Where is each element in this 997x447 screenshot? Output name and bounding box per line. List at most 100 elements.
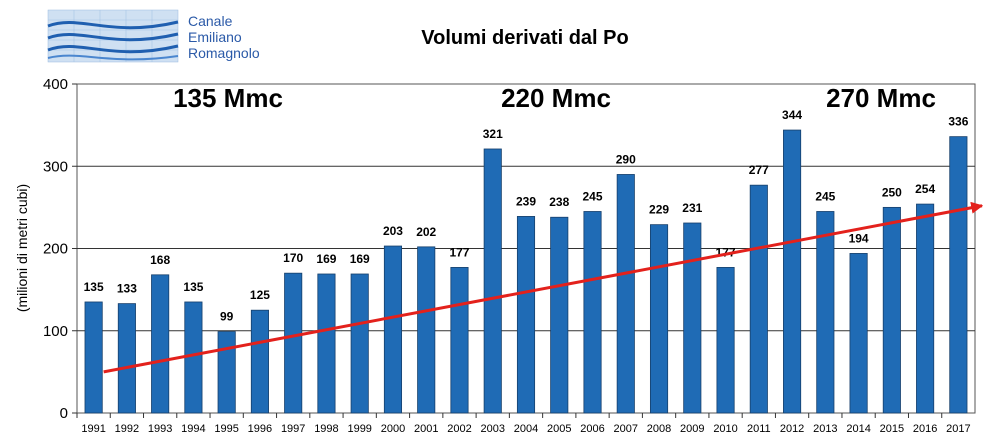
logo-text-line1: Canale — [188, 13, 233, 29]
bar-2011 — [749, 184, 768, 414]
y-tick-label: 100 — [43, 323, 68, 340]
bar-2012 — [783, 129, 802, 414]
data-label-2015: 250 — [882, 185, 902, 199]
bar-1992 — [117, 303, 136, 414]
x-tick-label-2013: 2013 — [813, 423, 837, 435]
data-label-2007: 290 — [616, 152, 636, 166]
x-tick-label-1993: 1993 — [148, 423, 172, 435]
bar-2014 — [849, 253, 868, 414]
bar-2013 — [816, 211, 835, 414]
x-tick-label-2006: 2006 — [580, 423, 604, 435]
data-label-2006: 245 — [583, 189, 603, 203]
data-label-1995: 99 — [220, 310, 234, 324]
annotation-period-1: 135 Mmc — [173, 83, 283, 113]
y-axis: 0 100 200 300 400 — [43, 76, 77, 422]
logo: Canale Emiliano Romagnolo — [47, 9, 260, 63]
bar-2000 — [383, 245, 403, 414]
data-label-1999: 169 — [350, 252, 370, 266]
data-label-2017: 336 — [948, 115, 968, 129]
bar-1999 — [350, 273, 369, 414]
data-label-1997: 170 — [283, 251, 303, 265]
x-tick-label-1998: 1998 — [314, 423, 338, 435]
bar-2007 — [616, 174, 635, 414]
x-tick-label-2003: 2003 — [480, 423, 504, 435]
bar-1996 — [250, 309, 269, 414]
x-tick-label-2002: 2002 — [447, 423, 471, 435]
bar-2016 — [916, 203, 935, 414]
bar-2005 — [550, 216, 569, 414]
x-tick-label-2017: 2017 — [946, 423, 970, 435]
logo-waves-icon — [47, 9, 179, 63]
data-label-2005: 238 — [549, 195, 569, 209]
bar-2003 — [483, 148, 502, 414]
data-label-2016: 254 — [915, 182, 935, 196]
data-label-2001: 202 — [416, 225, 436, 239]
data-label-2008: 229 — [649, 203, 669, 217]
x-tick-label-2000: 2000 — [381, 423, 405, 435]
trend-arrow — [103, 201, 984, 374]
bar-2017 — [949, 136, 968, 414]
x-tick-label-1992: 1992 — [115, 423, 139, 435]
y-tick-label: 300 — [43, 158, 68, 175]
logo-text-line2: Emiliano — [188, 29, 242, 45]
data-label-2009: 231 — [682, 201, 702, 215]
logo-text-line3: Romagnolo — [188, 45, 260, 61]
bar-2015 — [882, 206, 901, 414]
x-tick-label-2004: 2004 — [514, 423, 538, 435]
x-tick-label-2015: 2015 — [880, 423, 904, 435]
data-label-2012: 344 — [782, 108, 802, 122]
y-axis-label: (milioni di metri cubi) — [14, 184, 30, 312]
bar-2009 — [683, 222, 702, 414]
bar-2008 — [649, 224, 669, 414]
data-label-1992: 133 — [117, 282, 137, 296]
x-tick-label-2011: 2011 — [747, 423, 771, 435]
data-label-2002: 177 — [449, 245, 469, 259]
y-tick-label: 0 — [60, 405, 68, 422]
x-axis: 1991 1992 1993 1994 1995 1996 1997 1998 1999 2000… — [76, 413, 971, 435]
annotation-period-2: 220 Mmc — [501, 83, 611, 113]
x-tick-label-2007: 2007 — [614, 423, 638, 435]
bar-1998 — [317, 273, 336, 414]
data-label-2003: 321 — [483, 127, 503, 141]
x-tick-label-1991: 1991 — [81, 423, 105, 435]
x-tick-label-2010: 2010 — [713, 423, 737, 435]
data-label-2014: 194 — [849, 231, 869, 245]
y-tick-label: 400 — [43, 76, 68, 93]
x-tick-label-1999: 1999 — [347, 423, 371, 435]
x-tick-label-2008: 2008 — [647, 423, 671, 435]
bar-2006 — [583, 211, 602, 414]
x-tick-label-1994: 1994 — [181, 423, 205, 435]
bar-2002 — [450, 267, 469, 414]
bars — [84, 129, 968, 414]
bar-2004 — [516, 216, 536, 414]
annotation-period-3: 270 Mmc — [826, 83, 936, 113]
x-tick-label-1997: 1997 — [281, 423, 305, 435]
bar-2010 — [716, 267, 735, 414]
data-label-1993: 168 — [150, 253, 170, 267]
data-label-1994: 135 — [183, 280, 203, 294]
x-tick-label-2014: 2014 — [846, 423, 870, 435]
bar-2001 — [417, 246, 436, 414]
bar-1993 — [151, 274, 170, 414]
data-label-2000: 203 — [383, 224, 403, 238]
x-tick-label-1996: 1996 — [248, 423, 272, 435]
data-label-1996: 125 — [250, 288, 270, 302]
x-tick-label-2001: 2001 — [414, 423, 438, 435]
data-label-2004: 239 — [516, 194, 536, 208]
x-tick-label-2016: 2016 — [913, 423, 937, 435]
data-label-2013: 245 — [815, 189, 835, 203]
data-label-1998: 169 — [316, 252, 336, 266]
x-tick-label-1995: 1995 — [214, 423, 238, 435]
x-tick-label-2009: 2009 — [680, 423, 704, 435]
x-tick-label-2005: 2005 — [547, 423, 571, 435]
bar-1991 — [84, 301, 103, 414]
chart-title: Volumi derivati dal Po — [421, 27, 628, 49]
bar-1997 — [284, 272, 303, 414]
y-tick-label: 200 — [43, 241, 68, 258]
x-tick-label-2012: 2012 — [780, 423, 804, 435]
data-label-2011: 277 — [749, 163, 769, 177]
bar-1995 — [217, 331, 236, 414]
data-label-1991: 135 — [84, 280, 104, 294]
